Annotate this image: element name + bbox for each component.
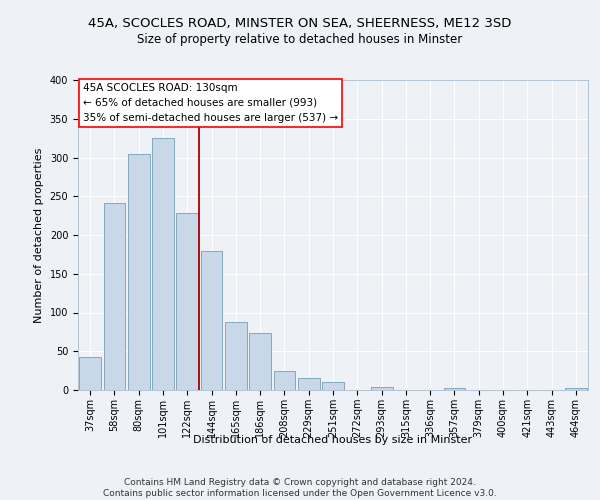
Text: Size of property relative to detached houses in Minster: Size of property relative to detached ho… — [137, 32, 463, 46]
Bar — [443, 388, 466, 390]
Text: 45A SCOCLES ROAD: 130sqm
← 65% of detached houses are smaller (993)
35% of semi-: 45A SCOCLES ROAD: 130sqm ← 65% of detach… — [83, 83, 338, 122]
Bar — [152, 138, 174, 390]
Bar — [322, 382, 344, 390]
Bar — [79, 358, 101, 390]
Bar — [298, 378, 320, 390]
Bar — [565, 388, 587, 390]
Bar — [176, 214, 198, 390]
Bar — [128, 154, 149, 390]
Bar — [225, 322, 247, 390]
Text: Distribution of detached houses by size in Minster: Distribution of detached houses by size … — [193, 435, 473, 445]
Y-axis label: Number of detached properties: Number of detached properties — [34, 148, 44, 322]
Bar — [200, 250, 223, 390]
Text: 45A, SCOCLES ROAD, MINSTER ON SEA, SHEERNESS, ME12 3SD: 45A, SCOCLES ROAD, MINSTER ON SEA, SHEER… — [88, 18, 512, 30]
Bar — [249, 334, 271, 390]
Text: Contains HM Land Registry data © Crown copyright and database right 2024.
Contai: Contains HM Land Registry data © Crown c… — [103, 478, 497, 498]
Bar — [371, 387, 392, 390]
Bar — [274, 370, 295, 390]
Bar — [104, 203, 125, 390]
